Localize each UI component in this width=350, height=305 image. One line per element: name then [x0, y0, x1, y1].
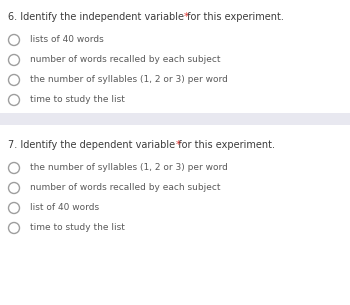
Text: list of 40 words: list of 40 words — [30, 203, 99, 212]
Text: time to study the list: time to study the list — [30, 223, 125, 232]
Text: number of words recalled by each subject: number of words recalled by each subject — [30, 183, 220, 192]
Text: 6. Identify the independent variable for this experiment.: 6. Identify the independent variable for… — [8, 12, 287, 22]
Circle shape — [8, 34, 20, 45]
Text: number of words recalled by each subject: number of words recalled by each subject — [30, 55, 220, 64]
Circle shape — [8, 55, 20, 66]
Text: the number of syllables (1, 2 or 3) per word: the number of syllables (1, 2 or 3) per … — [30, 75, 228, 84]
Text: *: * — [184, 12, 189, 22]
Circle shape — [8, 74, 20, 85]
Text: 7. Identify the dependent variable for this experiment.: 7. Identify the dependent variable for t… — [8, 140, 278, 150]
Text: 6. Identify the independent variable for this experiment.: 6. Identify the independent variable for… — [8, 12, 287, 22]
Text: *: * — [176, 140, 181, 150]
Circle shape — [8, 95, 20, 106]
Text: time to study the list: time to study the list — [30, 95, 125, 104]
Circle shape — [8, 163, 20, 174]
Circle shape — [8, 203, 20, 214]
Circle shape — [8, 182, 20, 193]
Bar — [0, 113, 350, 125]
Text: the number of syllables (1, 2 or 3) per word: the number of syllables (1, 2 or 3) per … — [30, 163, 228, 172]
Text: lists of 40 words: lists of 40 words — [30, 35, 104, 44]
Circle shape — [8, 223, 20, 234]
